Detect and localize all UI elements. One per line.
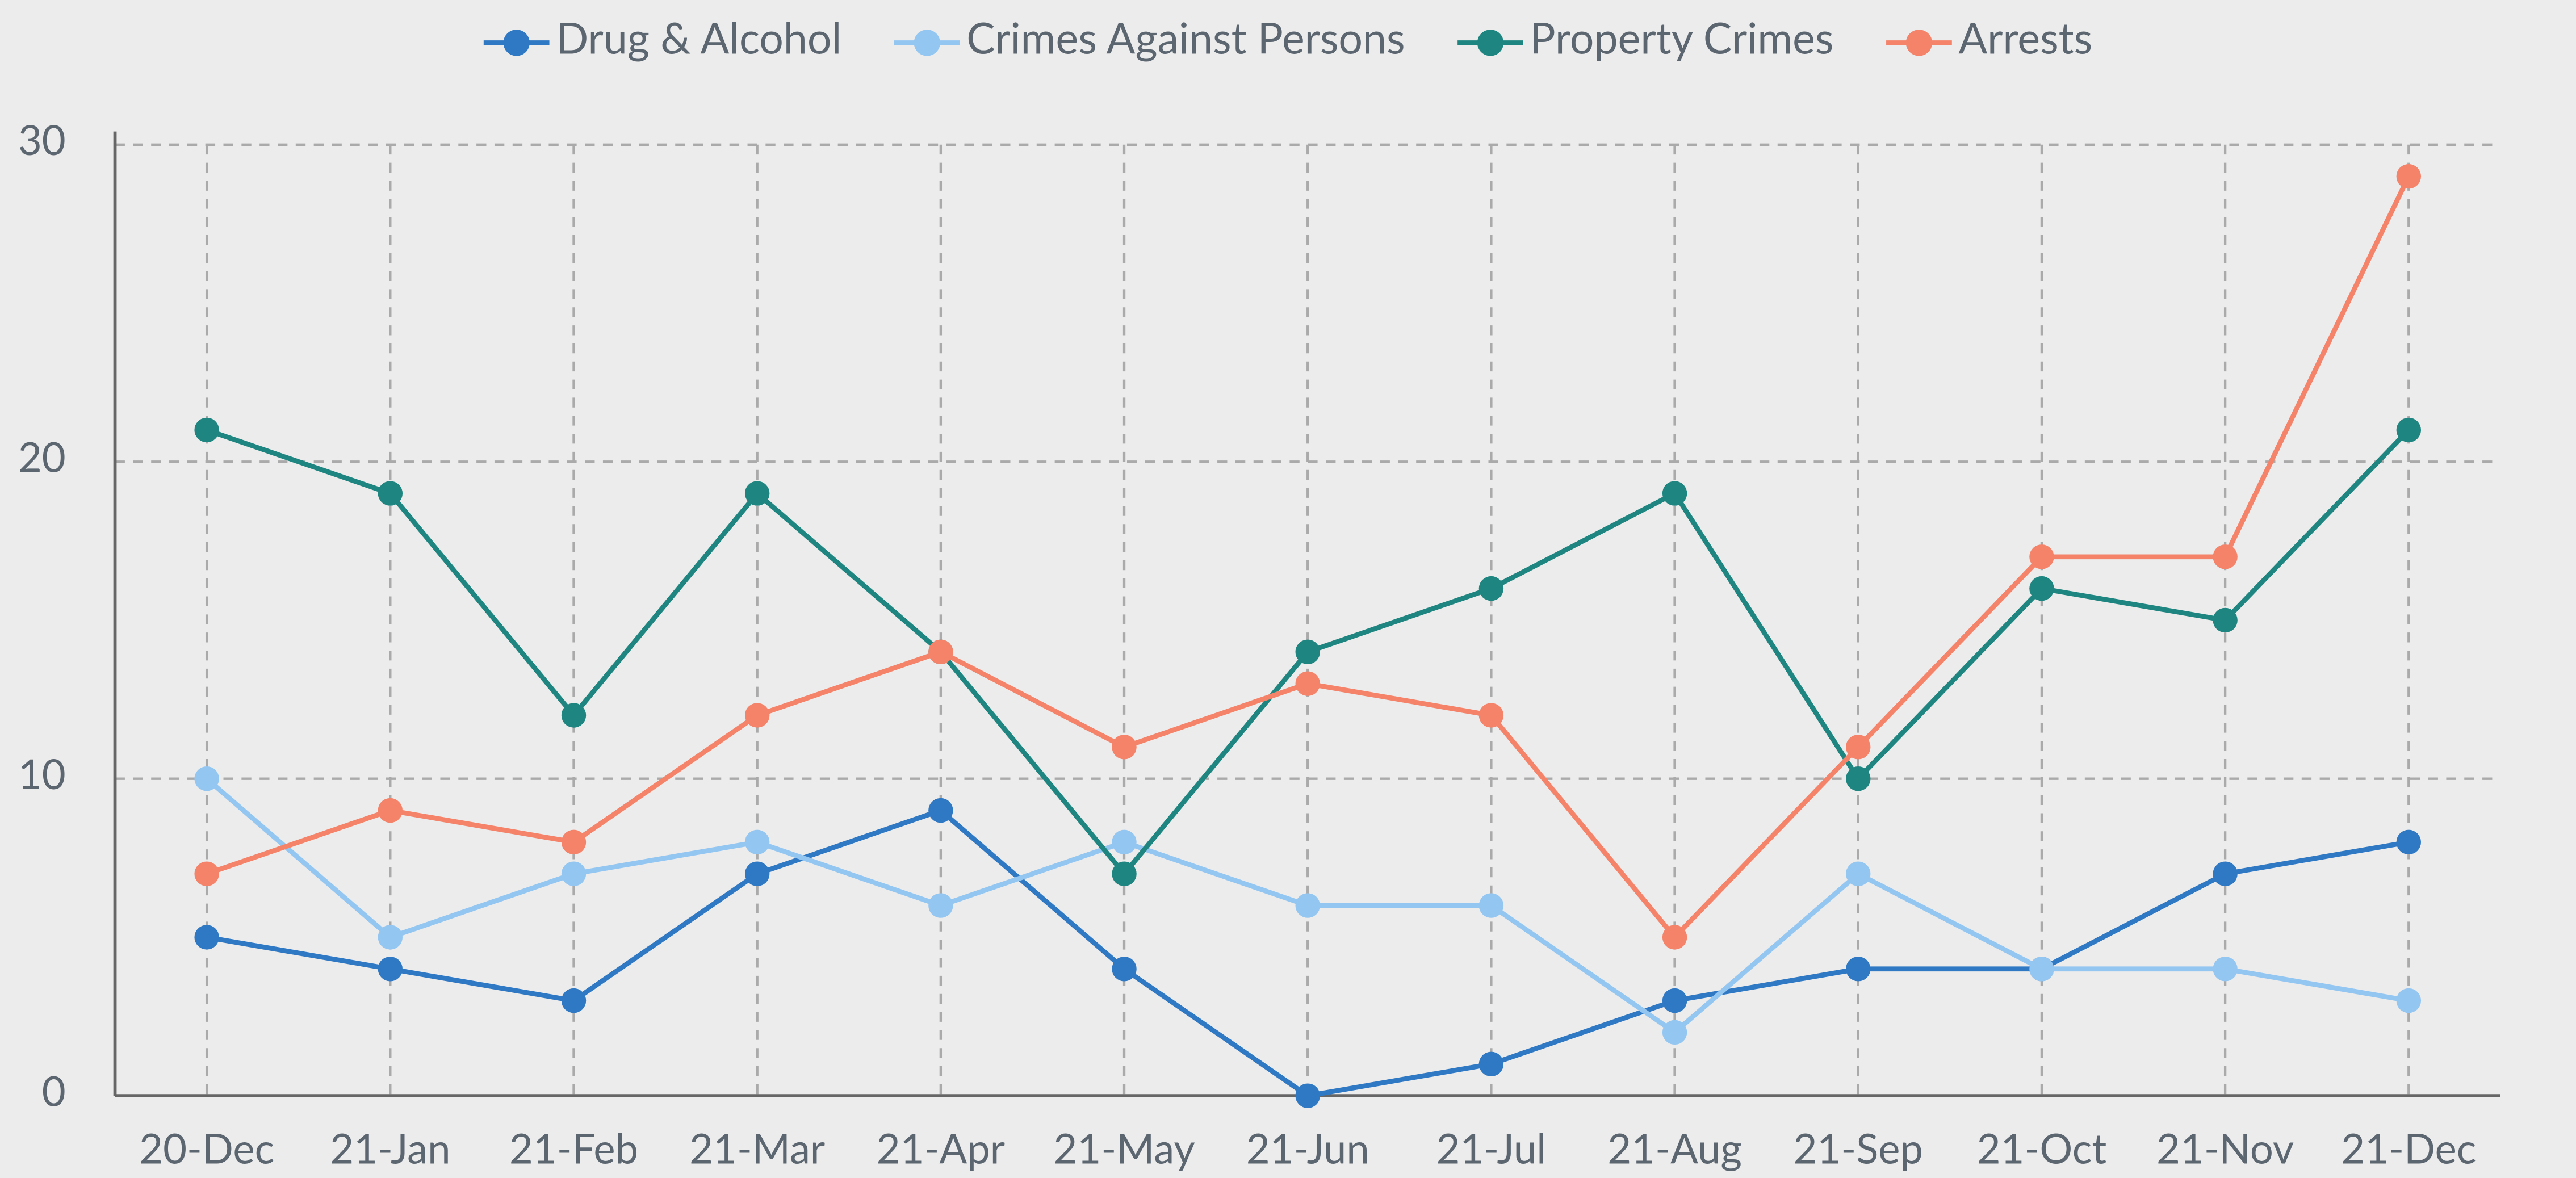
- y-tick-label: 0: [42, 1066, 66, 1115]
- point: [1846, 957, 1871, 982]
- y-tick-label: 30: [18, 115, 66, 164]
- point: [2396, 164, 2422, 189]
- legend-label: Crimes Against Persons: [966, 12, 1405, 63]
- point: [1295, 1083, 1320, 1108]
- point: [1478, 703, 1504, 728]
- point: [561, 829, 587, 855]
- x-tick-label: 21-May: [1053, 1124, 1195, 1173]
- point: [2029, 576, 2054, 601]
- point: [2213, 861, 2238, 886]
- point: [1478, 893, 1504, 918]
- point: [1846, 735, 1871, 760]
- point: [928, 798, 953, 823]
- point: [1295, 671, 1320, 696]
- legend-item: Property Crimes: [1457, 12, 1833, 63]
- legend-label: Drug & Alcohol: [556, 12, 841, 63]
- x-tick-label: 21-Dec: [2341, 1124, 2476, 1173]
- x-tick-label: 21-Mar: [689, 1124, 825, 1173]
- point: [378, 957, 403, 982]
- point: [1295, 639, 1320, 665]
- point: [1112, 957, 1137, 982]
- point: [744, 481, 770, 506]
- legend-marker: [914, 30, 940, 56]
- y-tick-label: 20: [18, 433, 66, 481]
- x-tick-label: 21-Jul: [1436, 1124, 1547, 1173]
- legend-marker: [1905, 30, 1933, 56]
- point: [1112, 829, 1137, 855]
- point: [1662, 925, 1687, 950]
- point: [1662, 1020, 1687, 1045]
- point: [744, 861, 770, 886]
- legend-marker: [1477, 30, 1504, 56]
- point: [928, 893, 953, 918]
- point: [2213, 957, 2238, 982]
- point: [1112, 735, 1137, 760]
- point: [1662, 481, 1687, 506]
- point: [194, 417, 219, 443]
- point: [561, 861, 587, 886]
- point: [561, 703, 587, 728]
- x-tick-label: 21-Feb: [509, 1124, 638, 1173]
- point: [1112, 861, 1137, 886]
- point: [2396, 988, 2422, 1013]
- point: [378, 798, 403, 823]
- legend-label: Property Crimes: [1530, 12, 1834, 63]
- x-tick-label: 21-Oct: [1977, 1124, 2107, 1173]
- legend: Drug & Alcohol Crimes Against Persons Prop…: [483, 12, 2092, 63]
- x-tick-label: 21-Sep: [1793, 1124, 1923, 1173]
- y-tick-label: 10: [18, 749, 66, 798]
- point: [744, 703, 770, 728]
- point: [1478, 576, 1504, 601]
- x-tick-label: 21-Jan: [330, 1124, 450, 1173]
- legend-item: Arrests: [1886, 12, 2092, 63]
- point: [2396, 829, 2422, 855]
- point: [561, 988, 587, 1013]
- point: [928, 639, 953, 665]
- legend-marker: [503, 30, 530, 56]
- point: [1478, 1051, 1504, 1076]
- point: [2029, 957, 2054, 982]
- point: [1846, 766, 1871, 791]
- legend-item: Crimes Against Persons: [894, 12, 1405, 63]
- point: [1846, 861, 1871, 886]
- x-tick-label: 20-Dec: [139, 1124, 274, 1173]
- point: [194, 861, 219, 886]
- x-tick-label: 21-Aug: [1607, 1124, 1742, 1173]
- point: [1295, 893, 1320, 918]
- point: [2213, 607, 2238, 633]
- point: [378, 925, 403, 950]
- point: [744, 829, 770, 855]
- point: [2396, 417, 2422, 443]
- x-tick-label: 21-Apr: [877, 1124, 1005, 1173]
- point: [2213, 544, 2238, 569]
- x-tick-label: 21-Nov: [2156, 1124, 2294, 1173]
- x-tick-label: 21-Jun: [1246, 1124, 1369, 1173]
- point: [2029, 544, 2054, 569]
- legend-label: Arrests: [1958, 12, 2092, 63]
- point: [194, 925, 219, 950]
- point: [194, 766, 219, 791]
- point: [1662, 988, 1687, 1013]
- point: [378, 481, 403, 506]
- legend-item: Drug & Alcohol: [483, 12, 841, 63]
